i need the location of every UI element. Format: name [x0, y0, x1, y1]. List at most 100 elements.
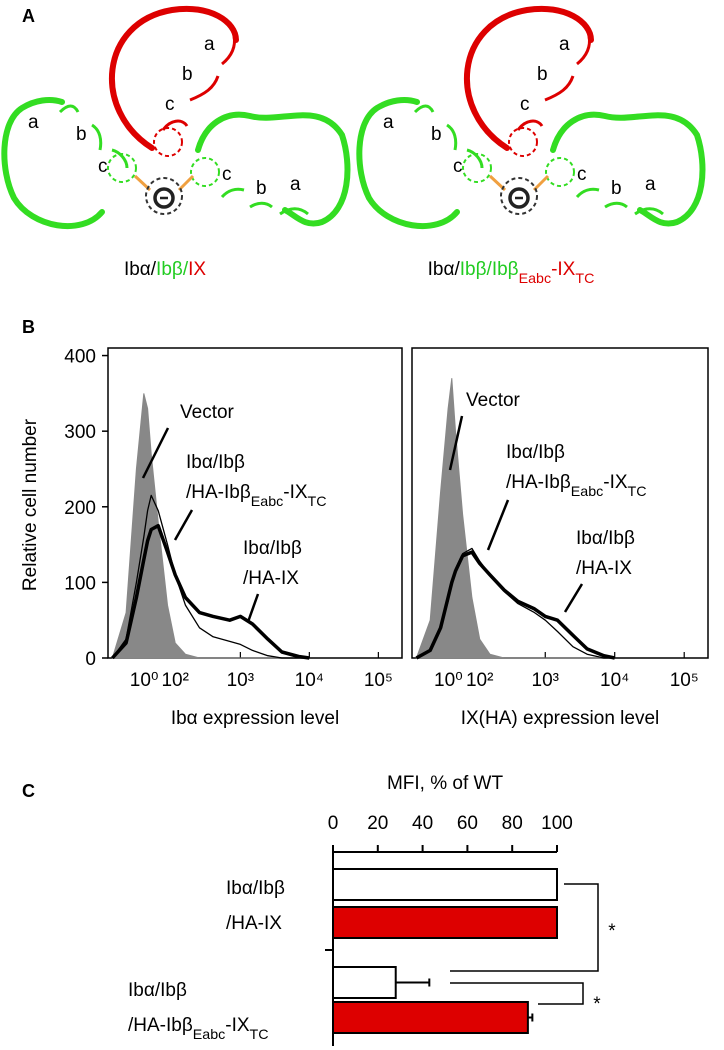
leader-line	[141, 427, 170, 479]
x-tick-label: 0	[328, 813, 339, 834]
text-segment: /HA-Ibβ	[186, 482, 251, 503]
significance-marker: *	[608, 921, 616, 942]
annotation: Ibα/Ibβ	[576, 528, 635, 549]
domain-repeat	[249, 201, 273, 209]
domain-label: c	[98, 156, 108, 177]
histogram-filled	[415, 378, 615, 659]
domain-label: b	[611, 178, 622, 199]
domain-label: a	[559, 34, 570, 55]
domain-arm	[550, 111, 706, 227]
domain-label: b	[537, 64, 548, 85]
x-tick-label: 80	[502, 813, 523, 834]
x-tick-label: 10⁵	[364, 670, 393, 691]
x-axis-title: Ibα expression level	[171, 708, 339, 729]
text-segment: Eabc	[193, 1027, 225, 1043]
error-bar	[527, 1013, 534, 1022]
x-tick-label: 10²	[466, 670, 493, 691]
text-segment: TC	[628, 484, 647, 500]
domain-repeat	[91, 123, 103, 151]
domain-label: b	[431, 124, 442, 145]
leader-line	[486, 499, 510, 551]
y-tick-label: 300	[64, 422, 96, 443]
text-segment: -IX	[225, 1015, 250, 1036]
y-axis-title: Relative cell number	[20, 418, 41, 591]
domain-label: c	[453, 156, 463, 177]
membrane-anchor	[508, 187, 530, 209]
annotation: Vector	[180, 402, 235, 423]
histogram-filled	[111, 393, 310, 659]
leader-line	[246, 593, 260, 623]
text-segment: Eabc	[571, 484, 603, 500]
x-tick-label: 20	[367, 813, 388, 834]
domain-arm	[195, 111, 351, 227]
domain-label: a	[645, 174, 656, 195]
text-segment: Ibα/	[124, 259, 157, 280]
domain-repeat	[634, 207, 664, 216]
domain-repeat	[466, 148, 484, 169]
histogram-thick	[415, 550, 616, 660]
panel-label: C	[22, 781, 35, 801]
text-segment: IX	[188, 259, 206, 280]
x-tick-label: 100	[541, 813, 573, 834]
domain-label: c	[520, 94, 530, 115]
y-tick-label: 0	[85, 649, 96, 670]
domain-repeat	[220, 187, 245, 199]
membrane-anchor	[153, 187, 175, 209]
dashed-circle	[462, 153, 492, 183]
domain-label: b	[76, 124, 87, 145]
y-tick-label: 200	[64, 498, 96, 519]
category-label: /HA-IbβEabc-IXTC	[128, 1015, 269, 1043]
domain-arm	[356, 97, 460, 229]
bar	[332, 906, 558, 939]
x-tick-label: 40	[412, 813, 433, 834]
annotation: /HA-IX	[576, 558, 632, 579]
leader-line	[563, 583, 584, 613]
panel-label: A	[22, 6, 35, 26]
x-tick-label: 60	[457, 813, 478, 834]
text-segment: -IX	[603, 472, 628, 493]
domain-label: c	[222, 164, 232, 185]
x-tick-label: 10³	[532, 670, 559, 691]
annotation: Ibα/Ibβ	[506, 442, 565, 463]
domain-repeat	[446, 123, 458, 151]
domain-repeat	[58, 104, 80, 114]
text-segment: -IX	[551, 259, 576, 280]
text-segment: /HA-Ibβ	[506, 472, 571, 493]
error-bar	[395, 978, 431, 987]
domain-repeat	[221, 35, 236, 66]
category-label: Ibα/Ibβ	[226, 878, 285, 899]
domain-repeat	[604, 201, 628, 209]
x-tick-label: 10⁰	[434, 670, 463, 691]
histogram-thin	[111, 494, 310, 659]
leader-line	[448, 415, 464, 471]
domain-repeat	[516, 119, 544, 131]
domain-repeat	[413, 104, 435, 114]
bar	[332, 868, 558, 901]
dashed-circle	[545, 157, 575, 187]
text-segment: Ibβ	[492, 259, 519, 280]
category-label: /HA-IX	[226, 913, 282, 934]
domain-arm	[463, 5, 594, 151]
domain-label: a	[204, 34, 215, 55]
text-segment: Eabc	[251, 494, 283, 510]
annotation: /HA-IbβEabc-IXTC	[506, 472, 647, 500]
panel-label: B	[22, 317, 35, 337]
text-segment: Ibβ/	[156, 259, 189, 280]
dashed-circle	[190, 157, 220, 187]
text-segment: TC	[308, 494, 327, 510]
x-tick-label: 10²	[161, 670, 188, 691]
y-tick-label: 100	[64, 573, 96, 594]
domain-label: a	[383, 112, 394, 133]
bar	[332, 966, 397, 999]
domain-repeat	[189, 75, 220, 102]
histogram-thick	[111, 523, 310, 660]
domain-label: b	[256, 178, 267, 199]
domain-label: a	[28, 112, 39, 133]
text-segment: TC	[250, 1027, 269, 1043]
annotation: /HA-IbβEabc-IXTC	[186, 482, 327, 510]
caption: Ibα/Ibβ/IX	[124, 259, 206, 280]
text-segment: Ibβ/	[460, 259, 493, 280]
annotation: /HA-IX	[243, 568, 299, 589]
significance-bracket	[450, 982, 584, 1005]
